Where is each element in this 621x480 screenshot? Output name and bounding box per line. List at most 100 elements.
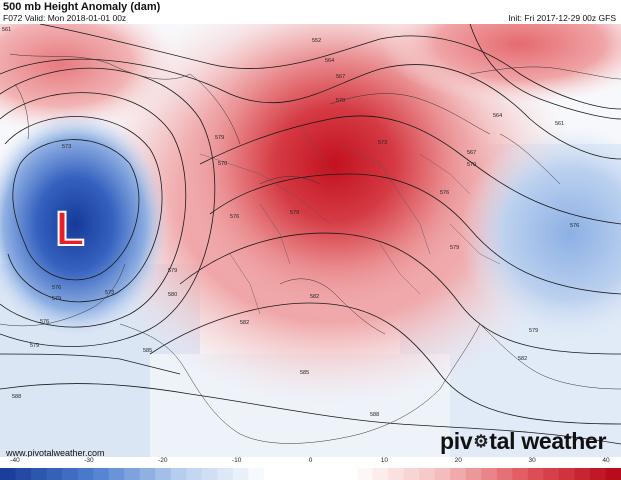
contour-573	[199, 115, 621, 225]
contour-label: 582	[240, 320, 249, 326]
colorbar-segment	[574, 468, 591, 480]
contour-label: 570	[467, 162, 476, 168]
contour-label: 579	[450, 245, 459, 251]
contour-label: 576	[52, 285, 61, 291]
colorbar-segment	[170, 468, 187, 480]
colorbar-segment	[248, 468, 265, 480]
colorbar-segment	[372, 468, 389, 480]
contour-label: 573	[62, 144, 71, 150]
init-time: Init: Fri 2017-12-29 00z GFS	[508, 13, 616, 23]
colorbar-segment	[93, 468, 110, 480]
contour-label: 579	[215, 135, 224, 141]
contour-label: 570	[336, 98, 345, 104]
contour-label: 582	[518, 356, 527, 362]
colorbar-segment	[605, 468, 621, 480]
valid-time: F072 Valid: Mon 2018-01-01 00z	[3, 13, 127, 23]
colorbar-segment	[15, 468, 32, 480]
contour-567	[0, 58, 621, 160]
contour-561	[39, 24, 621, 110]
contour-label: 582	[310, 294, 319, 300]
colorbar-segment	[186, 468, 203, 480]
colorbar-segment	[294, 468, 311, 480]
contour-low-mid	[4, 116, 163, 303]
height-contours	[0, 24, 621, 445]
colorbar-tick-label: -20	[158, 457, 168, 464]
contour-label: 579	[290, 210, 299, 216]
low-marker-letter: L	[54, 203, 85, 257]
colorbar-segment	[155, 468, 172, 480]
contour-579-west	[0, 353, 181, 375]
coastlines	[0, 53, 621, 444]
colorbar-segment	[310, 468, 327, 480]
colorbar-tick-label: 30	[528, 457, 536, 464]
colorbar-tick-label: 40	[602, 457, 610, 464]
colorbar-segment	[232, 468, 249, 480]
colorbar-segment	[31, 468, 48, 480]
contour-582	[149, 302, 621, 425]
contour-label: 588	[12, 394, 21, 400]
colorbar-segment	[496, 468, 513, 480]
contour-label: 579	[529, 328, 538, 334]
colorbar-segment	[357, 468, 374, 480]
contour-label: 576	[40, 319, 49, 325]
anomaly-negative-low	[0, 109, 170, 339]
colorbar-segment	[124, 468, 141, 480]
colorbar-segment	[450, 468, 467, 480]
contour-label: 579	[168, 268, 177, 274]
contour-label: 561	[2, 27, 11, 33]
map-title: 500 mb Height Anomaly (dam)	[3, 1, 161, 13]
contour-label: 573	[105, 290, 114, 296]
colorbar-segment	[341, 468, 358, 480]
colorbar-gradient	[0, 468, 621, 480]
contour-label: 576	[230, 214, 239, 220]
contour-label: 567	[467, 150, 476, 156]
contour-label: 580	[168, 292, 177, 298]
political-borders	[199, 123, 501, 315]
colorbar-tick-label: 0	[308, 457, 313, 464]
colorbar-tick-label: -30	[84, 457, 94, 464]
brand-text-part2: tal weather	[489, 428, 607, 454]
colorbar-segment	[558, 468, 575, 480]
colorbar-tick-label: 20	[454, 457, 462, 464]
colorbar-tick-label: -10	[231, 457, 242, 464]
anomaly-positive-northeast	[380, 24, 621, 104]
colorbar-segment	[201, 468, 218, 480]
contour-579	[179, 232, 621, 355]
colorbar-segment	[589, 468, 606, 480]
colorbar-segment	[465, 468, 482, 480]
contour-label: 579	[30, 343, 39, 349]
anomaly-map[interactable]: 561 552 564 567 570 573 576 579 579 579 …	[0, 24, 621, 457]
colorbar-segment	[279, 468, 296, 480]
colorbar-segment	[77, 468, 94, 480]
colorbar-segment	[434, 468, 451, 480]
contour-label: 564	[493, 113, 502, 119]
contour-low-inner	[12, 139, 140, 281]
colorbar-segment	[0, 468, 17, 480]
contour-label: 564	[325, 58, 334, 64]
contour-label: 588	[370, 412, 379, 418]
brand-logo: piv⚙tal weather	[440, 428, 606, 455]
contour-north-east	[469, 24, 621, 120]
colorbar-segment	[512, 468, 529, 480]
map-header: 500 mb Height Anomaly (dam) F072 Valid: …	[0, 0, 621, 24]
colorbar-segment	[403, 468, 420, 480]
contour-585	[0, 383, 621, 445]
source-url[interactable]: www.pivotalweather.com	[6, 448, 105, 458]
colorbar-segment	[139, 468, 156, 480]
contour-label: 576	[570, 223, 579, 229]
contour-label: 579	[52, 296, 61, 302]
colorbar-segment	[388, 468, 405, 480]
contour-label: 561	[555, 121, 564, 127]
colorbar-segment	[481, 468, 498, 480]
colorbar-segment	[543, 468, 560, 480]
contour-label: 585	[143, 348, 152, 354]
contour-label: 552	[312, 38, 321, 44]
colorbar-segment	[419, 468, 436, 480]
contour-labels: 561 552 564 567 570 573 576 579 579 579 …	[2, 27, 579, 418]
contour-label: 576	[440, 190, 449, 196]
colorbar-tick-label: -40	[10, 457, 20, 464]
colorbar: -40 -30 -20 -10 0 10 20 30 40	[0, 457, 621, 480]
brand-text-part1: piv	[440, 428, 473, 454]
colorbar-segment	[263, 468, 280, 480]
colorbar-segment	[62, 468, 79, 480]
